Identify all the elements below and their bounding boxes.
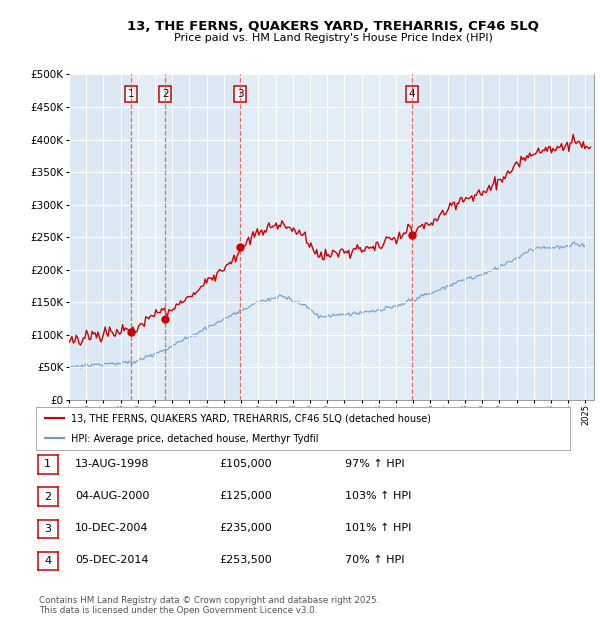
Text: 10-DEC-2004: 10-DEC-2004 [75, 523, 149, 533]
Text: 1: 1 [44, 459, 51, 469]
Text: 70% ↑ HPI: 70% ↑ HPI [345, 556, 404, 565]
Text: 4: 4 [44, 556, 51, 566]
Text: 3: 3 [237, 89, 244, 99]
Text: Price paid vs. HM Land Registry's House Price Index (HPI): Price paid vs. HM Land Registry's House … [173, 33, 493, 43]
Text: HPI: Average price, detached house, Merthyr Tydfil: HPI: Average price, detached house, Mert… [71, 433, 318, 443]
Bar [240, 74, 412, 400]
Text: 13-AUG-1998: 13-AUG-1998 [75, 459, 149, 469]
Text: 3: 3 [44, 524, 51, 534]
Text: 13, THE FERNS, QUAKERS YARD, TREHARRIS, CF46 5LQ (detached house): 13, THE FERNS, QUAKERS YARD, TREHARRIS, … [71, 414, 431, 423]
Text: £235,000: £235,000 [219, 523, 272, 533]
Text: 13, THE FERNS, QUAKERS YARD, TREHARRIS, CF46 5LQ: 13, THE FERNS, QUAKERS YARD, TREHARRIS, … [127, 20, 539, 33]
Text: 05-DEC-2014: 05-DEC-2014 [75, 556, 149, 565]
Bar [131, 74, 165, 400]
Text: £105,000: £105,000 [219, 459, 272, 469]
Text: 97% ↑ HPI: 97% ↑ HPI [345, 459, 404, 469]
Text: 04-AUG-2000: 04-AUG-2000 [75, 491, 149, 501]
Text: 101% ↑ HPI: 101% ↑ HPI [345, 523, 412, 533]
Text: 4: 4 [409, 89, 415, 99]
Text: £125,000: £125,000 [219, 491, 272, 501]
Text: 1: 1 [128, 89, 134, 99]
Text: 103% ↑ HPI: 103% ↑ HPI [345, 491, 412, 501]
Text: 2: 2 [44, 492, 51, 502]
Text: £253,500: £253,500 [219, 556, 272, 565]
Text: 2: 2 [162, 89, 169, 99]
Text: Contains HM Land Registry data © Crown copyright and database right 2025.
This d: Contains HM Land Registry data © Crown c… [39, 596, 379, 615]
